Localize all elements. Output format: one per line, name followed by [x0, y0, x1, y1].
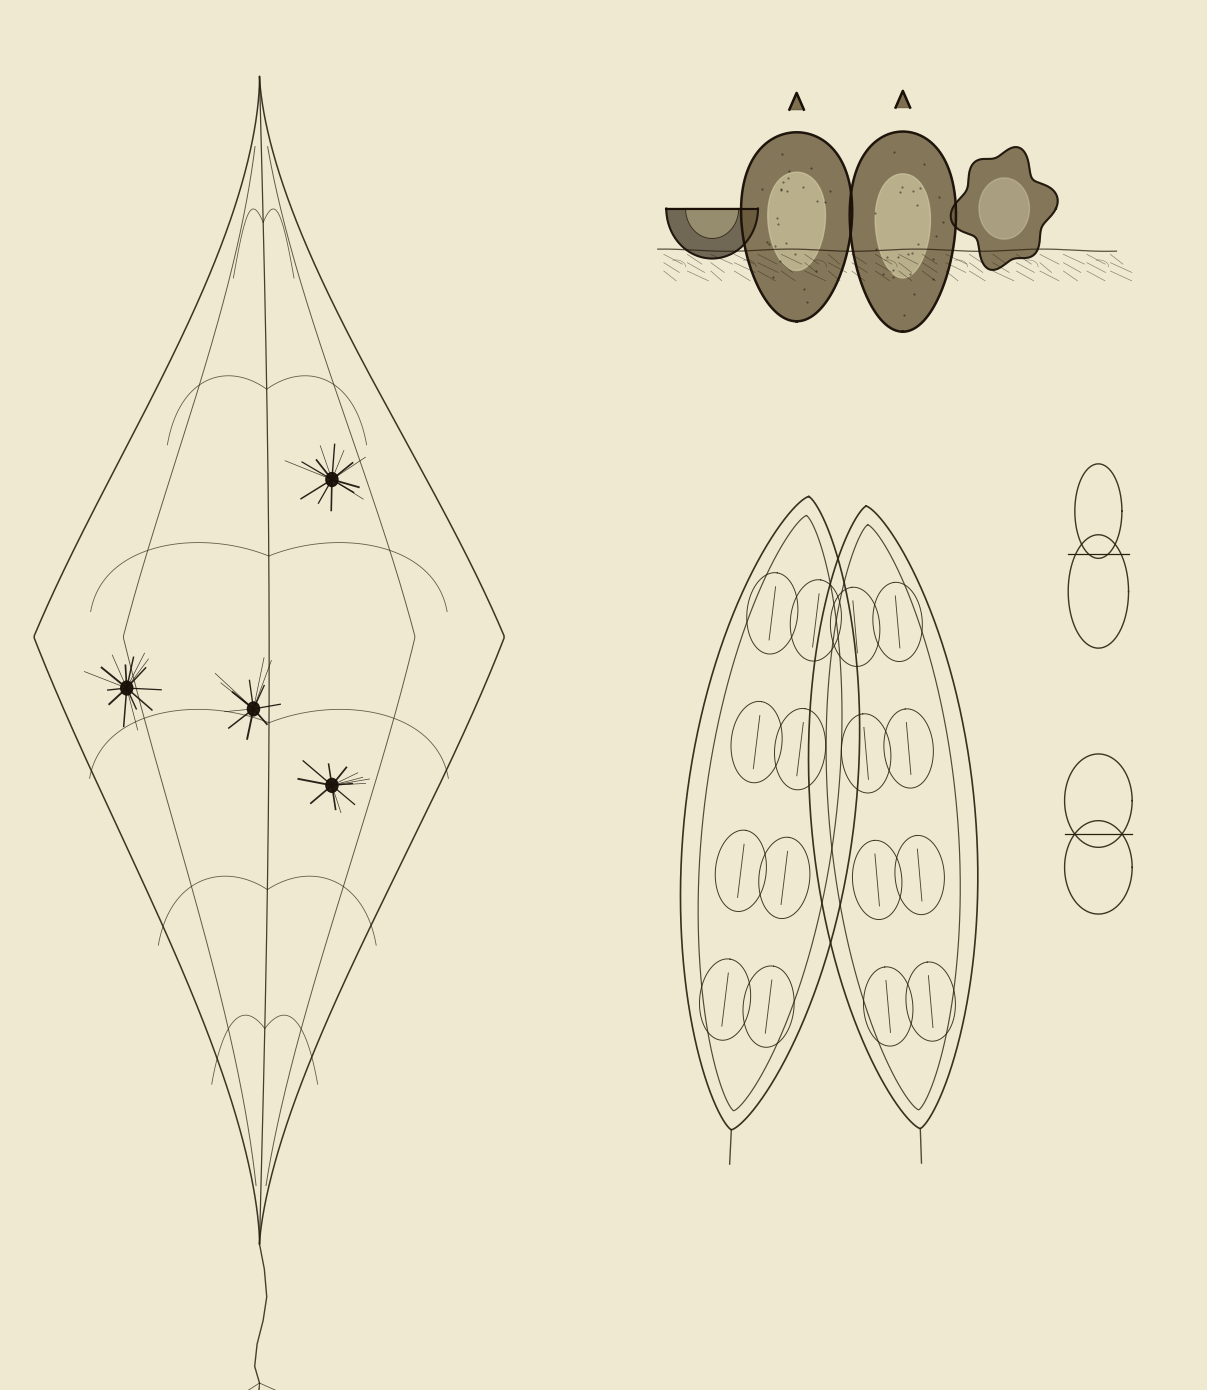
Polygon shape	[741, 132, 852, 321]
Polygon shape	[979, 178, 1030, 239]
Polygon shape	[896, 90, 910, 107]
Polygon shape	[686, 208, 739, 239]
Polygon shape	[875, 174, 931, 278]
Polygon shape	[951, 147, 1057, 270]
Polygon shape	[768, 172, 826, 271]
Circle shape	[326, 473, 338, 486]
Circle shape	[247, 702, 260, 716]
Polygon shape	[666, 208, 758, 259]
Circle shape	[326, 778, 338, 792]
Polygon shape	[850, 132, 956, 332]
Polygon shape	[789, 93, 804, 110]
Circle shape	[121, 681, 133, 695]
